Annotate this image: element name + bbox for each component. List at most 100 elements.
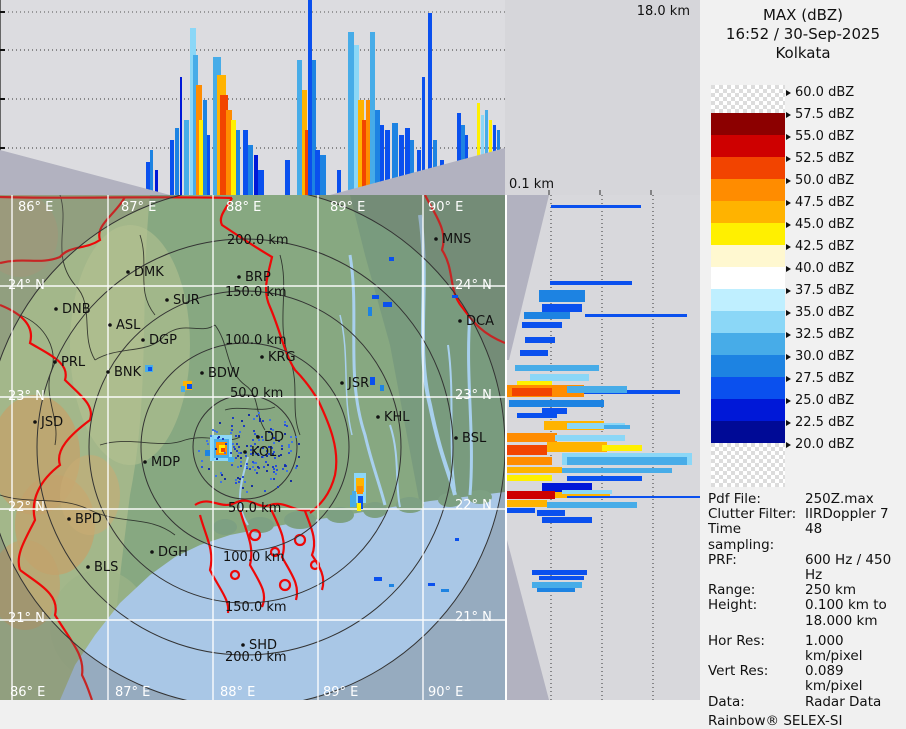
- metadata-row: Clutter Filter: IIRDoppler 7: [708, 507, 902, 522]
- metadata-row: Data: Radar Data: [708, 694, 902, 710]
- echo-bar: [250, 453, 252, 455]
- city-label: ASL: [116, 318, 141, 333]
- echo-bar: [228, 457, 234, 462]
- echo-bar: [262, 420, 264, 422]
- metadata-label: Time sampling:: [708, 521, 775, 553]
- echo-bar: [282, 468, 284, 470]
- dbz-band: [711, 377, 785, 399]
- echo-bar: [201, 460, 203, 462]
- city-dot: [260, 355, 264, 359]
- metadata-row: Range: 250 km: [708, 583, 902, 598]
- metadata-label: Hor Res:: [708, 632, 765, 649]
- echo-bar: [275, 473, 277, 475]
- dbz-scale-label: 42.5 dBZ: [786, 240, 854, 254]
- echo-bar: [231, 120, 236, 195]
- echo-bar: [250, 449, 252, 451]
- grid-label: 86° E: [18, 200, 53, 215]
- right-panel-blind-wedges: [507, 195, 549, 700]
- echo-bar: [278, 440, 280, 442]
- vertical-cross-section-right-panel: [505, 195, 704, 700]
- echo-bar: [246, 466, 248, 468]
- metadata-label: PRF:: [708, 551, 737, 568]
- echo-bar: [273, 442, 275, 444]
- echo-bar: [512, 388, 552, 396]
- city-dot: [458, 319, 462, 323]
- radar-map: 200.0 km 150.0 km 100.0 km 50.0 km 50.0 km 10…: [0, 186, 506, 708]
- echo-bar: [193, 55, 198, 195]
- echo-bar: [295, 436, 297, 438]
- dbz-band: [711, 179, 785, 201]
- echo-bar: [290, 450, 292, 452]
- echo-bar: [231, 425, 233, 427]
- echo-bar: [252, 439, 254, 441]
- echo-bar: [278, 455, 280, 457]
- echo-bar: [272, 466, 274, 468]
- echo-bar: [274, 457, 276, 459]
- radar-map-panel: 200.0 km 150.0 km 100.0 km 50.0 km 50.0 km 10…: [0, 186, 506, 708]
- echo-bar: [246, 445, 248, 447]
- echo-bar: [455, 538, 459, 541]
- echo-bar: [272, 453, 274, 455]
- echo-bar: [269, 419, 271, 421]
- city-label: SHD: [249, 638, 277, 653]
- echo-bar: [298, 443, 300, 445]
- echo-bar: [246, 463, 248, 465]
- echo-bar: [517, 413, 557, 418]
- city-label: DD: [264, 430, 284, 445]
- metadata-label: Pdf File:: [708, 491, 761, 507]
- echo-bar: [273, 451, 275, 453]
- echo-bar: [206, 440, 208, 442]
- echo-bar: [240, 457, 242, 459]
- echo-bar: [238, 452, 240, 454]
- dbz-band: [711, 355, 785, 377]
- echo-bar: [288, 452, 290, 454]
- echo-bar: [350, 495, 356, 507]
- echo-bar: [184, 120, 189, 195]
- echo-bar: [180, 77, 182, 195]
- echo-bar: [259, 420, 261, 422]
- top-panel-gridlines: [0, 0, 505, 195]
- echo-bar: [263, 466, 265, 468]
- range-ring-labels: 200.0 km 150.0 km 100.0 km 50.0 km 50.0 km 10…: [223, 233, 289, 665]
- city-dot: [86, 565, 90, 569]
- height-axis-max-label: 18.0 km: [636, 4, 690, 19]
- echo-bar: [224, 478, 226, 480]
- echo-bar: [275, 465, 277, 467]
- product-metadata: Pdf File: 250Z.max Clutter Filter: IIRDo…: [708, 491, 902, 729]
- echo-bar: [385, 130, 390, 192]
- grid-label: 86° E: [10, 685, 45, 700]
- dbz-band: [711, 399, 785, 421]
- echo-bar: [244, 481, 246, 483]
- echo-bar: [284, 465, 286, 467]
- echo-bar: [255, 462, 257, 464]
- dbz-band: [711, 245, 785, 267]
- dbz-scale-label: 37.5 dBZ: [786, 284, 854, 298]
- echo-bar: [250, 445, 252, 447]
- city-label: KHL: [384, 410, 410, 425]
- city-dot: [376, 415, 380, 419]
- range-ring-label: 150.0 km: [225, 285, 287, 300]
- echo-bar: [271, 433, 273, 435]
- city-dot: [237, 275, 241, 279]
- echo-bar: [230, 452, 232, 454]
- dbz-band: [711, 223, 785, 245]
- dbz-band: [711, 421, 785, 443]
- city-dot: [434, 237, 438, 241]
- city-label: BRP: [245, 270, 271, 285]
- echo-bar: [567, 457, 687, 465]
- echo-bar: [428, 13, 432, 193]
- echo-bar: [242, 487, 244, 489]
- echo-bar: [308, 0, 312, 195]
- city-dot: [108, 323, 112, 327]
- echo-bar: [392, 123, 398, 193]
- station-name: Kolkata: [775, 44, 831, 62]
- dbz-scale-label: 57.5 dBZ: [786, 108, 854, 122]
- echo-bar: [567, 423, 625, 429]
- echo-bar: [273, 478, 275, 480]
- top-panel-echo-bars: [146, 0, 500, 197]
- echo-bar: [428, 583, 435, 586]
- echo-bar: [218, 436, 220, 438]
- echo-bar: [245, 455, 247, 457]
- echo-bar: [542, 304, 582, 312]
- echo-bar: [551, 205, 641, 208]
